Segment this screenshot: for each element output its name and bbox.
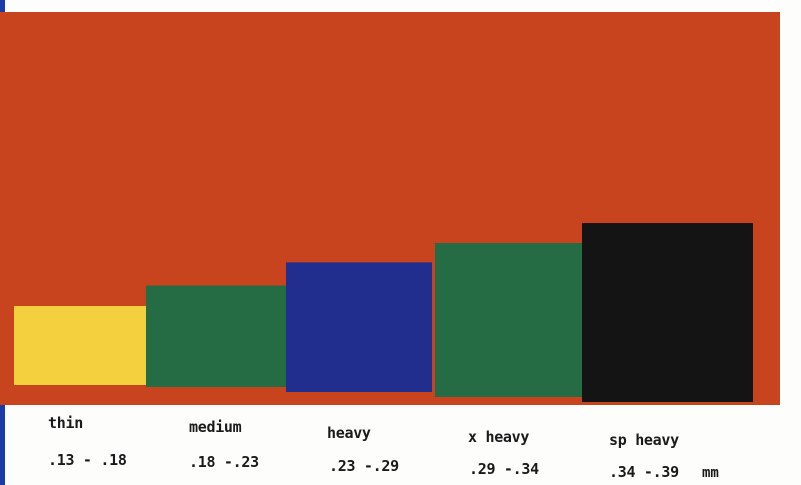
category-label-thin: thin [48,414,83,432]
bar-medium [146,285,286,387]
range-label-heavy: .23 -.29 [329,457,399,475]
bars-group [14,223,753,402]
range-label-medium: .18 -.23 [189,453,259,471]
range-label-x-heavy: .29 -.34 [469,460,539,478]
unit-label: mm [702,465,719,481]
bar-x-heavy [435,243,582,397]
category-label-x-heavy: x heavy [468,428,530,446]
bar-heavy [286,262,432,392]
category-label-heavy: heavy [327,424,371,442]
bar-thin [14,306,146,385]
bar-sp-heavy [582,223,753,402]
category-label-sp-heavy: sp heavy [609,431,679,449]
range-label-sp-heavy: .34 -.39 [609,463,679,481]
category-label-medium: medium [189,418,242,436]
range-label-thin: .13 - .18 [48,451,127,469]
